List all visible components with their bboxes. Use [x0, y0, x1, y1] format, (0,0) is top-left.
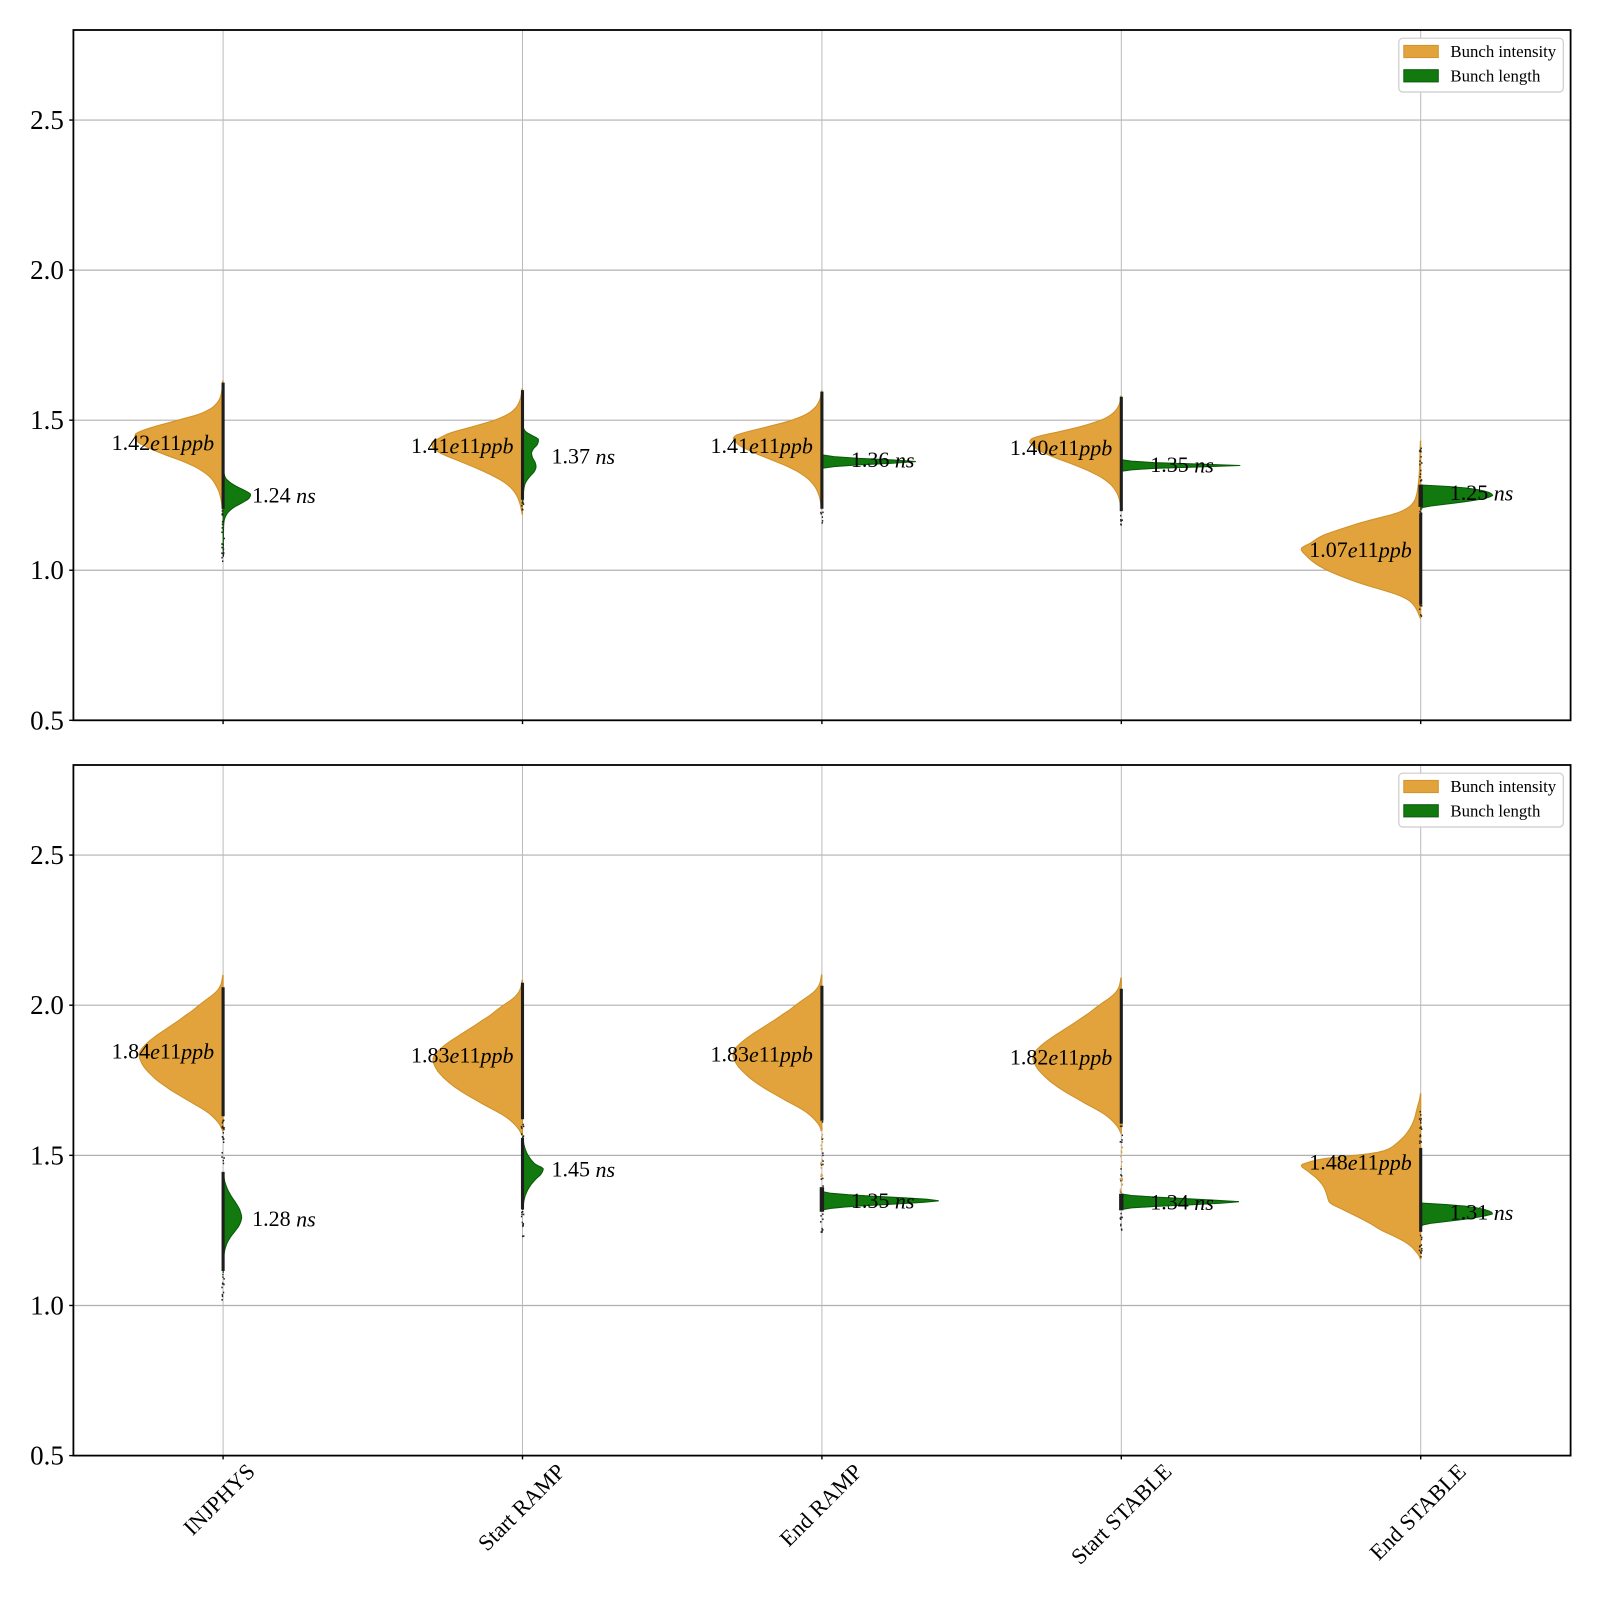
svg-text:1.48e11ppb: 1.48e11ppb	[1309, 1150, 1411, 1175]
svg-text:2.0: 2.0	[30, 990, 64, 1020]
svg-text:1.34 ns: 1.34 ns	[1150, 1190, 1214, 1215]
svg-text:1.5: 1.5	[30, 1140, 64, 1170]
svg-text:1.28 ns: 1.28 ns	[252, 1206, 316, 1231]
svg-text:1.83e11ppb: 1.83e11ppb	[411, 1043, 513, 1068]
svg-text:2.0: 2.0	[30, 255, 64, 285]
svg-text:1.25 ns: 1.25 ns	[1450, 480, 1514, 505]
svg-text:1.5: 1.5	[30, 405, 64, 435]
svg-text:1.45 ns: 1.45 ns	[552, 1157, 616, 1182]
svg-text:1.84e11ppb: 1.84e11ppb	[112, 1039, 214, 1064]
svg-text:1.83e11ppb: 1.83e11ppb	[710, 1042, 812, 1067]
svg-text:1.42e11ppb: 1.42e11ppb	[112, 430, 214, 455]
svg-text:1.41e11ppb: 1.41e11ppb	[710, 433, 812, 458]
svg-text:Bunch intensity: Bunch intensity	[1450, 42, 1556, 61]
svg-text:1.35 ns: 1.35 ns	[1150, 452, 1214, 477]
svg-text:0.5: 0.5	[30, 1441, 64, 1471]
svg-text:0.5: 0.5	[30, 705, 64, 735]
svg-text:Bunch intensity: Bunch intensity	[1450, 777, 1556, 796]
svg-text:1.24 ns: 1.24 ns	[252, 483, 316, 508]
svg-text:2.5: 2.5	[30, 840, 64, 870]
svg-text:1.41e11ppb: 1.41e11ppb	[411, 433, 513, 458]
svg-text:1.36 ns: 1.36 ns	[851, 447, 915, 472]
svg-text:1.0: 1.0	[30, 1290, 64, 1320]
svg-text:1.40e11ppb: 1.40e11ppb	[1010, 435, 1112, 460]
svg-text:1.82e11ppb: 1.82e11ppb	[1010, 1045, 1112, 1070]
svg-text:1.0: 1.0	[30, 555, 64, 585]
svg-text:1.31 ns: 1.31 ns	[1450, 1200, 1514, 1225]
svg-text:1.37 ns: 1.37 ns	[552, 444, 616, 469]
svg-text:1.35 ns: 1.35 ns	[851, 1188, 915, 1213]
svg-text:Bunch length: Bunch length	[1450, 801, 1541, 820]
svg-text:Bunch length: Bunch length	[1450, 66, 1541, 85]
svg-text:1.07e11ppb: 1.07e11ppb	[1309, 537, 1411, 562]
svg-text:2.5: 2.5	[30, 105, 64, 135]
